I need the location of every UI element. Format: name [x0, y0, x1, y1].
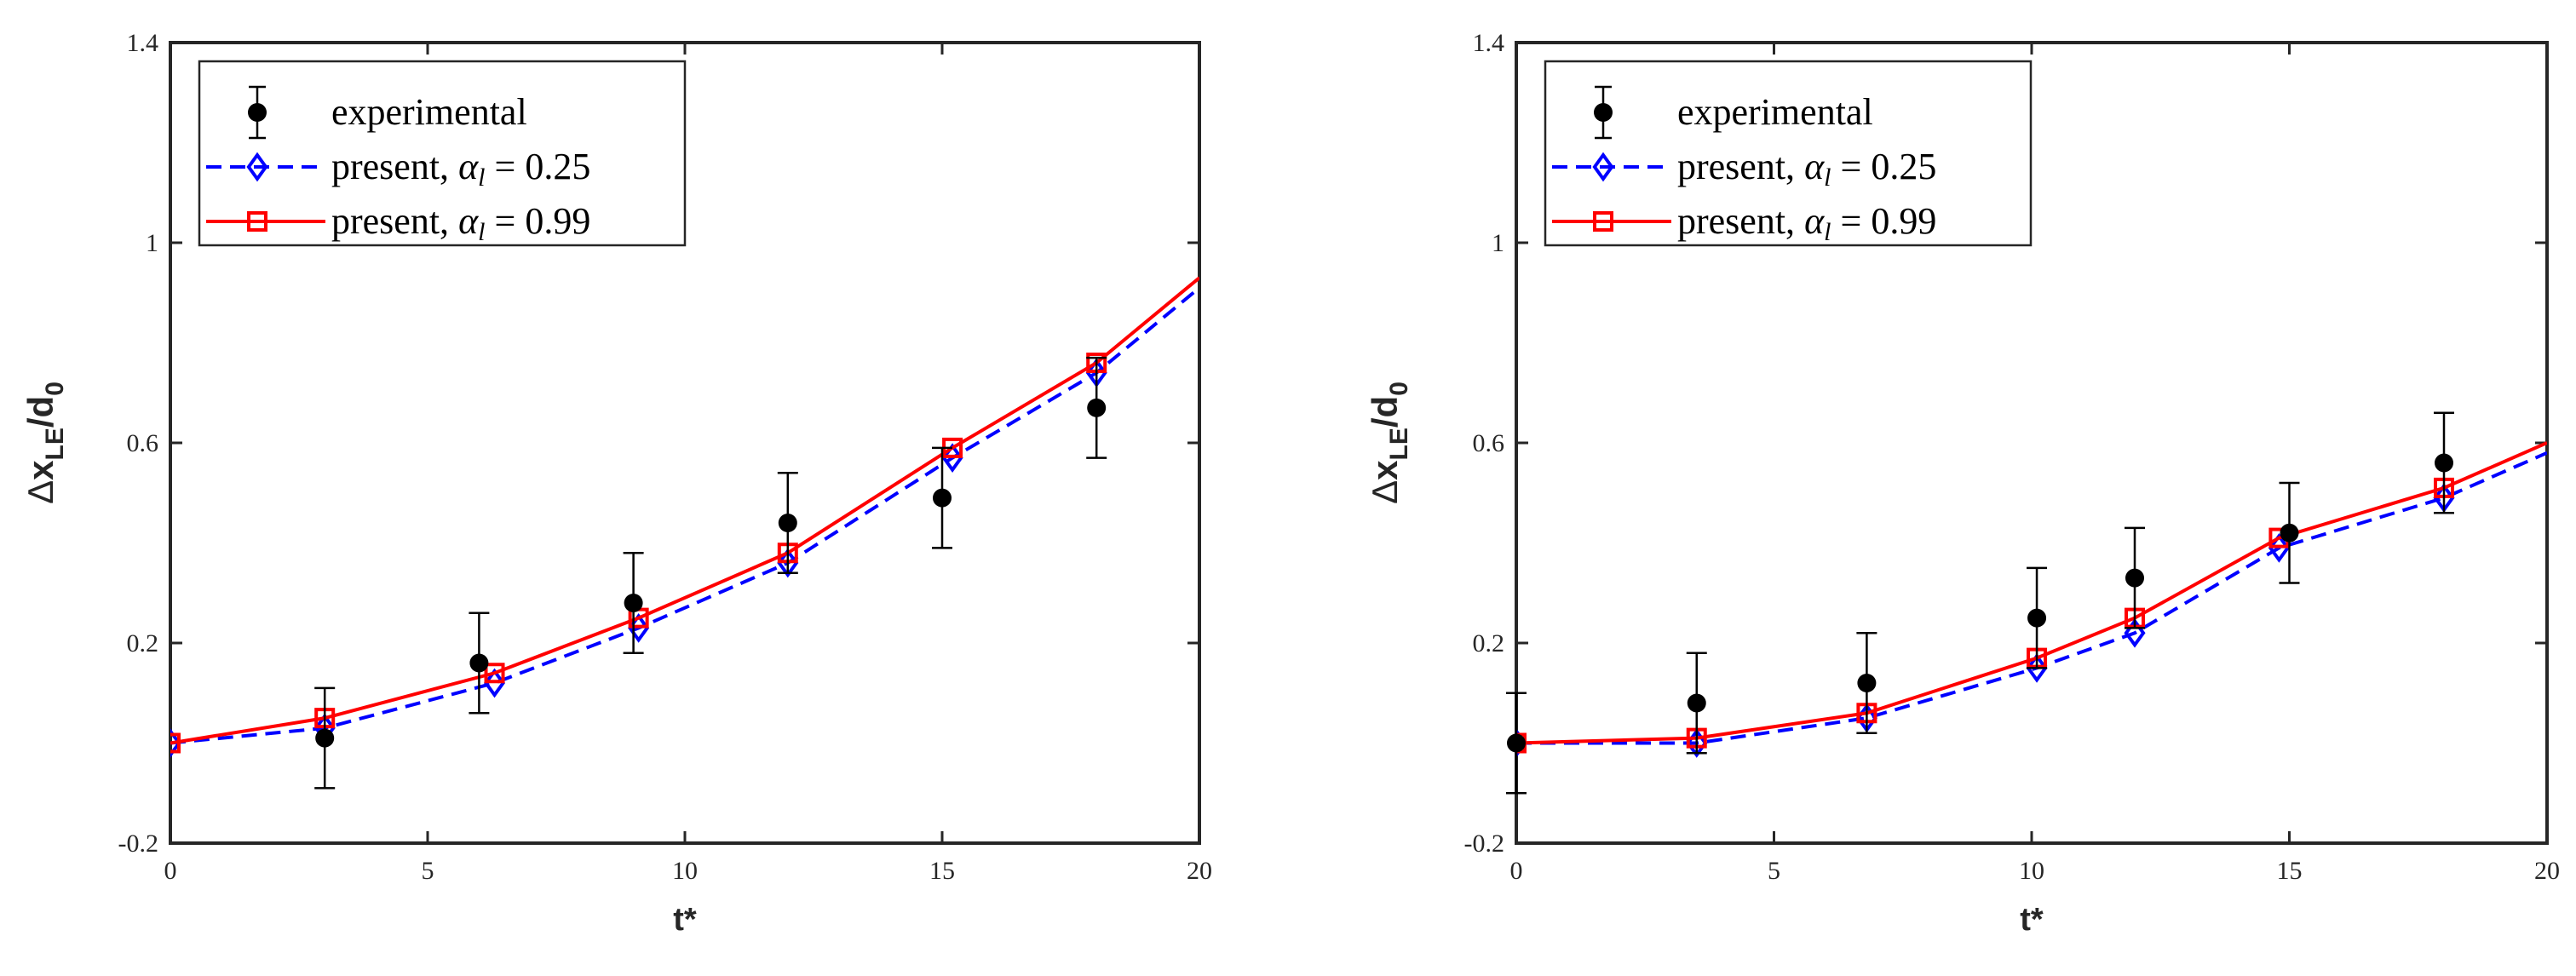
x-tick-label: 10 [2019, 857, 2044, 885]
y-label-sub2: 0 [41, 382, 69, 396]
legend-text-alpha: α [458, 200, 479, 242]
legend-text-alpha: α [1804, 146, 1825, 187]
y-label-x: x [1365, 460, 1405, 480]
legend-text-prefix: present, [1677, 200, 1804, 242]
series-line [1516, 441, 2547, 745]
right-chart: 0 5 10 15 20-0.20.20.611.4t*ΔxLE/d0experimen… [1365, 29, 2560, 938]
x-tick-label: 15 [929, 857, 955, 885]
legend-marker-diamond [1592, 152, 1614, 182]
legend-text-value: = 0.25 [486, 146, 591, 187]
left-chart: 0 5 10 15 20-0.20.20.611.4t*ΔxLE/d0experimen… [20, 29, 1212, 938]
legend-text-value: = 0.99 [486, 200, 591, 242]
experimental-point [624, 594, 643, 612]
legend-text-value: = 0.25 [1831, 146, 1937, 187]
legend-marker-square [247, 211, 267, 232]
y-tick-label: 1.4 [1473, 29, 1505, 57]
y-tick-label: 1 [1492, 229, 1504, 257]
series-marker-square [170, 732, 181, 754]
legend-label-alpha-025: present, αl = 0.25 [331, 146, 590, 192]
legend-text-value: = 0.99 [1831, 200, 1937, 242]
experimental-point [1857, 674, 1877, 692]
x-axis-label: t* [673, 902, 697, 938]
experimental-point [2027, 608, 2047, 628]
series-marker-diamond [777, 548, 799, 578]
series-marker-square [484, 663, 505, 684]
experimental-point [1687, 693, 1706, 713]
x-axis-label: t* [2020, 902, 2044, 938]
legend-dot [1594, 103, 1613, 122]
series-marker-diamond [941, 443, 963, 474]
x-tick-label: 15 [2277, 857, 2303, 885]
y-tick-label: 0.2 [1473, 629, 1505, 657]
y-axis-label: ΔxLE/d0 [1365, 382, 1413, 504]
x-tick-label: 20 [2534, 857, 2560, 885]
legend-label-experimental: experimental [1677, 91, 1873, 133]
experimental-point [2435, 453, 2453, 473]
x-tick-label: 20 [1187, 857, 1212, 885]
y-tick-label: -0.2 [118, 830, 159, 858]
y-label-sub: LE [1385, 428, 1413, 460]
experimental-point [2280, 523, 2299, 543]
y-label-sub: LE [41, 428, 69, 460]
legend-frame [1544, 60, 2033, 247]
legend-marker-diamond [246, 152, 268, 182]
x-tick-label: 5 [1768, 857, 1780, 885]
y-label-slash: /d [20, 396, 60, 428]
x-tick-label: 0 [164, 857, 177, 885]
legend-text-sub: l [1824, 164, 1831, 192]
legend-frame [198, 60, 687, 247]
experimental-point [778, 514, 797, 532]
y-tick-label: 0.2 [127, 629, 159, 657]
legend-text-prefix: present, [331, 200, 458, 242]
experimental-series [314, 356, 1107, 789]
legend-text-sub: l [478, 164, 485, 192]
y-tick-label: -0.2 [1464, 830, 1505, 858]
legend-text-sub: l [1824, 218, 1831, 246]
legend-text-prefix: present, [1677, 146, 1804, 187]
y-label-delta: Δ [20, 480, 60, 504]
y-tick-label: 0.6 [127, 429, 159, 457]
series-marker-diamond [170, 728, 181, 758]
y-axis-label: ΔxLE/d0 [20, 382, 69, 504]
series-marker-diamond [2268, 532, 2290, 563]
legend-text-prefix: present, [331, 146, 458, 187]
y-tick-label: 1 [146, 229, 158, 257]
series-line [1516, 451, 2547, 745]
legend-marker-square [1593, 211, 1613, 232]
x-tick-label: 5 [422, 857, 434, 885]
series-marker-diamond [483, 668, 506, 698]
y-label-slash: /d [1365, 396, 1405, 428]
experimental-point [1087, 398, 1107, 417]
y-tick-label: 1.4 [127, 29, 159, 57]
experimental-point [933, 488, 952, 508]
y-tick-label: 0.6 [1473, 429, 1505, 457]
legend-label-alpha-099: present, αl = 0.99 [1677, 200, 1936, 246]
experimental-series [1506, 411, 2454, 795]
x-tick-label: 10 [672, 857, 698, 885]
legend-text-sub: l [478, 218, 485, 246]
legend-text-alpha: α [1804, 200, 1825, 242]
series-line [170, 286, 1199, 745]
experimental-point [2125, 568, 2144, 588]
experimental-point [1507, 733, 1526, 753]
legend-label-experimental: experimental [331, 91, 527, 133]
y-label-x: x [20, 460, 60, 480]
legend-dot [248, 103, 267, 122]
legend-text-alpha: α [458, 146, 479, 187]
legend-label-alpha-025: present, αl = 0.25 [1677, 146, 1936, 192]
experimental-point [315, 728, 335, 748]
series-marker-diamond [2026, 652, 2048, 683]
y-label-sub2: 0 [1385, 382, 1413, 396]
x-tick-label: 0 [1510, 857, 1523, 885]
experimental-point [469, 653, 489, 673]
y-label-delta: Δ [1365, 480, 1405, 504]
legend-label-alpha-099: present, αl = 0.99 [331, 200, 590, 246]
series-line [170, 276, 1199, 745]
